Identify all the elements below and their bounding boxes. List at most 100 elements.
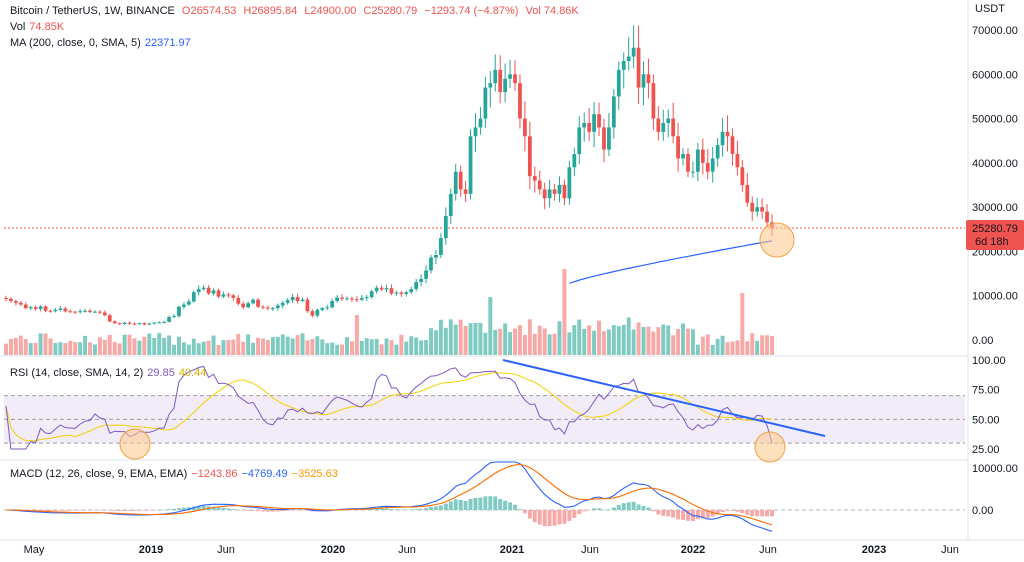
candle-body — [122, 322, 127, 325]
volume-bar — [666, 325, 671, 355]
volume-bar — [404, 341, 409, 355]
volume-bar — [107, 334, 112, 355]
volume-value: 74.85K — [29, 21, 65, 33]
volume-bar — [483, 332, 488, 355]
candle-body — [186, 301, 191, 305]
volume-bar — [463, 325, 468, 355]
macd-histogram-bar — [592, 508, 597, 510]
volume-bar — [522, 334, 527, 355]
annotations[interactable] — [119, 222, 826, 463]
candle-body — [251, 299, 255, 304]
candle-body — [651, 83, 656, 119]
candle-body — [602, 127, 606, 150]
volume-bar — [73, 342, 78, 355]
candle-body — [567, 167, 572, 199]
volume-bar — [221, 340, 226, 355]
volume-bar — [112, 341, 117, 355]
macd-histogram-bar — [369, 508, 374, 510]
volume-bar — [345, 337, 349, 355]
volume-bar — [369, 339, 374, 355]
volume-bar — [132, 338, 137, 355]
candle-body — [691, 171, 695, 173]
volume-bar — [661, 324, 666, 355]
candle-body — [686, 154, 690, 172]
candle-body — [216, 290, 221, 297]
candle-body — [83, 310, 87, 312]
volume-bar — [122, 334, 127, 355]
volume-bar — [147, 333, 152, 355]
volume-bar — [478, 322, 483, 355]
macd-histogram-bar — [270, 510, 275, 512]
volume-bar — [359, 340, 364, 355]
macd-histogram-bar — [389, 509, 394, 510]
macd-histogram-bar — [419, 508, 424, 510]
volume-bar — [735, 340, 740, 355]
macd-histogram-bar — [676, 510, 681, 520]
candle-body — [424, 270, 428, 279]
macd-histogram-bar — [463, 501, 468, 510]
candle-body — [537, 180, 542, 190]
volume-bar — [755, 340, 760, 355]
symbol-legend: Bitcoin / TetherUS, 1W, BINANCE O26574.5… — [10, 4, 583, 18]
candle-body — [399, 292, 404, 294]
volume-bar — [211, 335, 216, 355]
candle-body — [127, 322, 132, 324]
macd-histogram-bar — [399, 509, 404, 511]
candle-body — [295, 297, 300, 302]
candle-body — [88, 310, 92, 313]
candle-body — [63, 308, 68, 312]
candle-body — [33, 307, 38, 309]
macd-histogram-bar — [83, 510, 88, 511]
volume-bar — [517, 325, 522, 355]
candle-body — [656, 118, 661, 132]
candle-body — [112, 321, 117, 324]
macd-histogram-bar — [597, 508, 602, 510]
candle-body — [641, 74, 646, 88]
volume-bar — [433, 330, 438, 355]
candle-body — [700, 149, 705, 163]
volume-bar — [63, 343, 68, 355]
candle-body — [9, 298, 13, 302]
candle-body — [745, 185, 750, 203]
macd-histogram-bar — [601, 509, 606, 511]
candle-body — [78, 311, 83, 313]
candle-body — [463, 189, 468, 194]
macd-histogram-bar — [725, 510, 730, 511]
macd-histogram-bar — [226, 508, 231, 510]
macd-histogram-bar — [700, 510, 705, 519]
volume-bar — [305, 340, 310, 355]
volume-bar — [181, 342, 186, 355]
macd-histogram-bar — [646, 507, 651, 510]
candle-body — [384, 288, 389, 290]
candle-body — [270, 308, 275, 310]
macd-histogram-bar — [364, 509, 369, 510]
candle-body — [315, 309, 320, 316]
candle-body — [532, 176, 537, 181]
volume-bar — [453, 324, 458, 355]
volume-bar — [399, 334, 404, 355]
macd-histogram-bar — [517, 509, 522, 510]
volume-bar — [527, 319, 532, 355]
macd-histogram-bar — [498, 499, 503, 510]
volume-bar — [409, 336, 414, 355]
macd-histogram-bar — [236, 509, 241, 511]
rsi-trendline — [502, 359, 826, 437]
volume-bar — [374, 338, 379, 355]
price-tick-label: 40000.00 — [972, 158, 1018, 170]
macd-signal-line — [6, 464, 773, 526]
time-axis-label: 2019 — [139, 544, 163, 556]
candle-body — [577, 127, 582, 154]
volume-bar — [97, 337, 102, 355]
ma200-line — [569, 240, 773, 284]
grid — [0, 0, 1024, 541]
volume-bar — [290, 338, 295, 355]
macd-histogram-bar — [681, 510, 686, 520]
candle-body — [18, 302, 23, 305]
volume-bar — [597, 320, 602, 355]
macd-histogram-bar — [493, 496, 498, 510]
volume-bar — [43, 333, 48, 355]
macd-histogram-bar — [478, 497, 483, 510]
volume-bar — [750, 333, 755, 355]
macd-histogram-bar — [117, 510, 122, 512]
